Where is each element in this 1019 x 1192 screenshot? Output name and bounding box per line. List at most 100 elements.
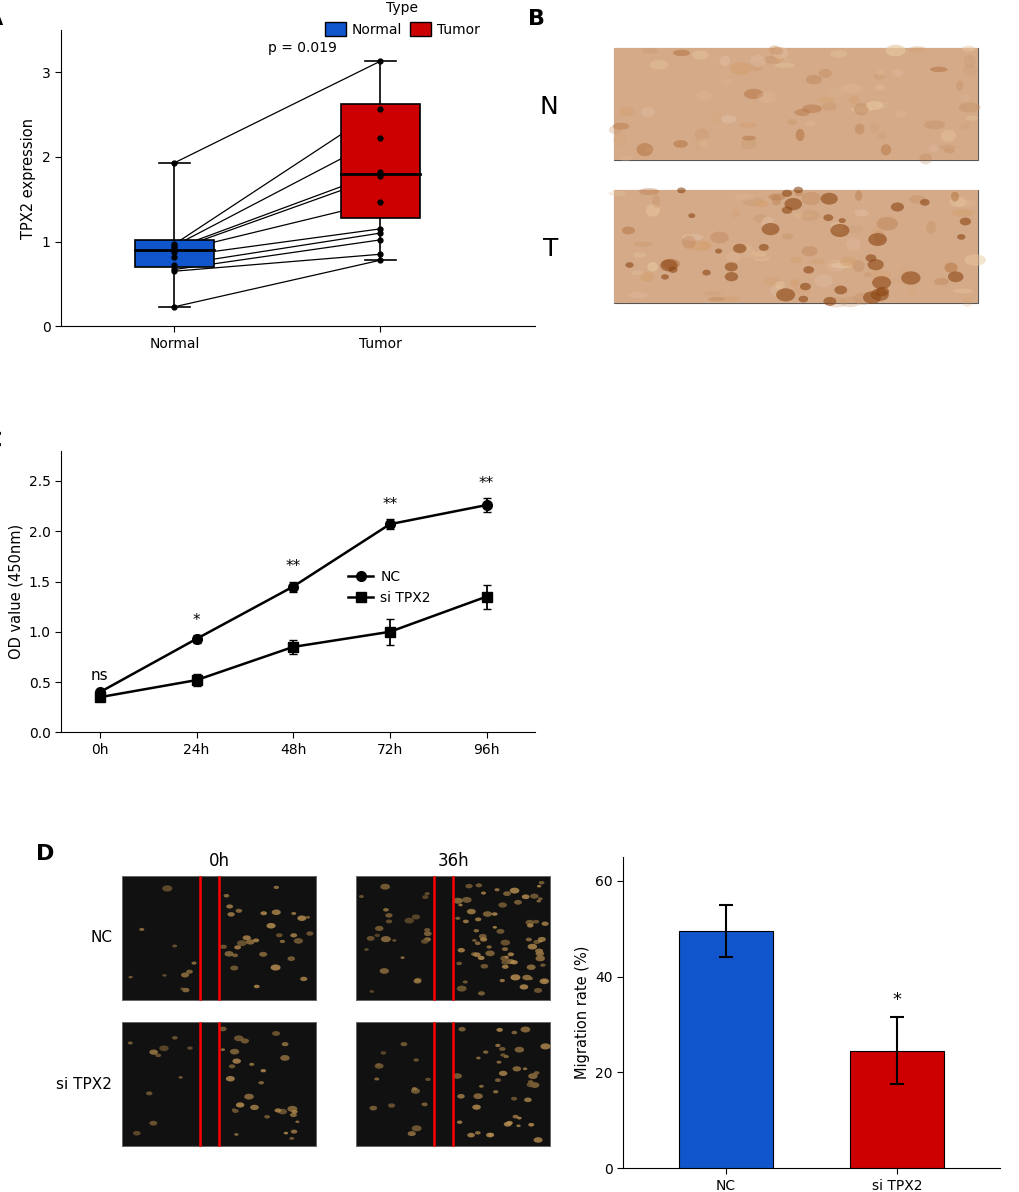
Ellipse shape [703,291,721,296]
Circle shape [287,1106,297,1112]
Bar [679,931,772,1168]
Circle shape [475,1131,480,1135]
Circle shape [187,1047,193,1050]
Circle shape [956,234,964,240]
Circle shape [374,1063,383,1069]
Ellipse shape [731,210,739,218]
Ellipse shape [869,123,879,132]
Circle shape [298,915,306,921]
Circle shape [890,203,903,211]
Circle shape [462,896,471,902]
Y-axis label: TPX2 expression: TPX2 expression [21,118,37,238]
Ellipse shape [843,225,862,234]
Circle shape [688,213,695,218]
Circle shape [458,1028,466,1031]
Circle shape [505,1120,513,1125]
Ellipse shape [750,55,765,67]
Circle shape [496,1061,501,1063]
Ellipse shape [852,260,864,272]
Circle shape [541,921,548,926]
Ellipse shape [752,254,768,261]
Circle shape [482,911,491,917]
Ellipse shape [694,139,702,151]
Circle shape [472,939,476,942]
Circle shape [249,1063,254,1066]
Circle shape [232,1058,240,1063]
Circle shape [424,937,431,942]
Circle shape [510,974,520,981]
Circle shape [229,1049,239,1055]
Circle shape [224,951,233,957]
Text: **: ** [479,476,494,491]
Circle shape [867,234,887,246]
Circle shape [667,267,677,273]
Ellipse shape [953,200,975,207]
Ellipse shape [906,287,916,294]
Ellipse shape [673,141,687,148]
Circle shape [534,988,542,993]
Circle shape [287,956,294,961]
Ellipse shape [682,236,695,249]
Circle shape [424,892,429,895]
Circle shape [408,1131,416,1136]
Circle shape [306,915,310,919]
Circle shape [220,944,227,949]
Circle shape [280,1055,289,1061]
Circle shape [533,920,539,924]
Circle shape [496,1028,502,1032]
Circle shape [511,1097,517,1100]
Ellipse shape [762,56,784,63]
Circle shape [834,286,847,294]
Circle shape [244,1094,254,1099]
Circle shape [822,215,833,221]
Ellipse shape [816,97,835,103]
Ellipse shape [962,297,971,308]
Ellipse shape [607,191,625,197]
Ellipse shape [645,204,659,217]
Ellipse shape [959,94,969,101]
Ellipse shape [707,297,725,302]
Circle shape [793,187,802,193]
Circle shape [475,918,481,921]
Circle shape [496,929,504,933]
Ellipse shape [709,231,729,243]
Circle shape [503,1055,508,1058]
Circle shape [491,912,497,915]
Circle shape [228,1064,235,1068]
Circle shape [725,262,737,272]
Circle shape [454,917,460,920]
Ellipse shape [794,191,803,195]
Circle shape [132,1131,141,1136]
Ellipse shape [790,256,802,263]
Ellipse shape [755,200,768,207]
Circle shape [467,908,476,914]
Ellipse shape [734,193,754,200]
Ellipse shape [774,55,784,62]
Ellipse shape [854,191,861,200]
Ellipse shape [848,97,859,104]
Circle shape [391,939,396,942]
Circle shape [784,198,801,210]
Circle shape [291,912,296,915]
Ellipse shape [612,134,626,145]
Circle shape [480,964,488,969]
Text: **: ** [382,497,397,513]
Circle shape [492,1091,498,1093]
Ellipse shape [825,88,844,98]
Circle shape [538,940,542,943]
Circle shape [240,1038,249,1043]
Ellipse shape [726,252,741,262]
Circle shape [838,218,845,223]
Circle shape [425,1078,430,1081]
Circle shape [781,206,792,213]
Circle shape [471,952,477,956]
Ellipse shape [839,256,856,266]
Circle shape [253,938,259,943]
Circle shape [260,1069,266,1073]
Circle shape [478,933,486,939]
Circle shape [535,949,542,954]
Ellipse shape [795,129,804,141]
Circle shape [306,931,313,936]
Ellipse shape [750,252,769,260]
Circle shape [162,886,172,892]
